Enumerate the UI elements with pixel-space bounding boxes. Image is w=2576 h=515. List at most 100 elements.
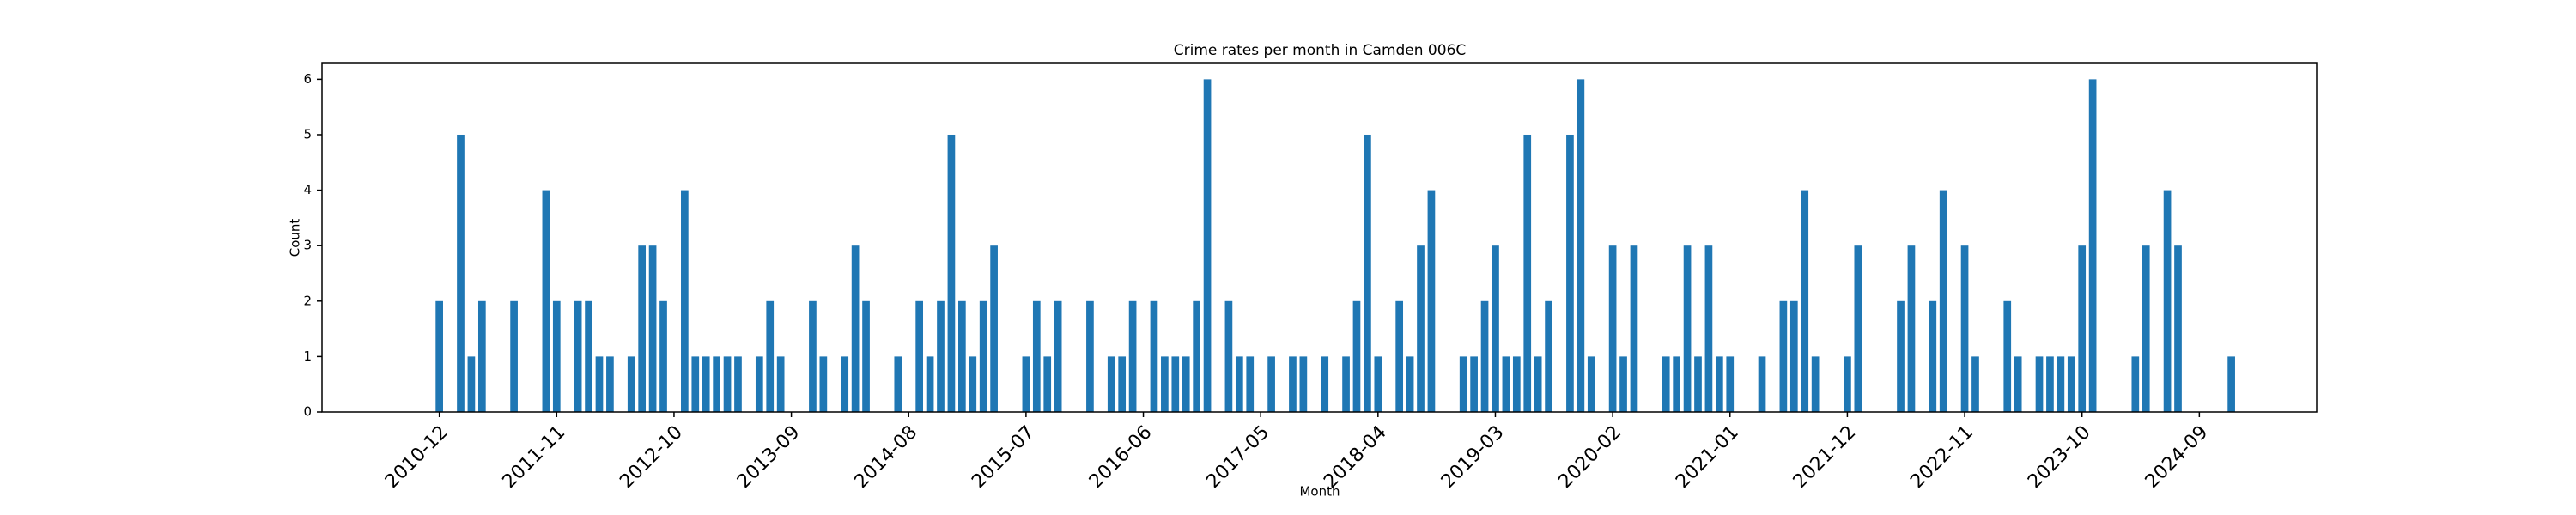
bar: [1193, 300, 1200, 412]
bar: [1171, 356, 1180, 412]
bar: [691, 356, 700, 412]
bar: [990, 245, 998, 412]
bar: [1022, 356, 1030, 412]
bar: [1971, 356, 1979, 412]
bar: [1801, 190, 1809, 413]
bar: [1128, 300, 1137, 412]
bar: [681, 190, 689, 413]
bar: [1470, 356, 1478, 412]
bar: [1758, 356, 1766, 412]
bar: [2088, 79, 2097, 412]
bar: [734, 356, 742, 412]
bar: [1704, 245, 1713, 412]
bar: [1459, 356, 1467, 412]
x-tick-label: 2016-06: [1085, 421, 1157, 493]
x-tick-label: 2021-12: [1789, 421, 1861, 493]
bar: [585, 300, 592, 412]
bar: [1726, 356, 1735, 412]
bar: [1673, 356, 1681, 412]
bar: [2163, 190, 2172, 413]
bar: [606, 356, 614, 412]
bar: [1789, 300, 1798, 412]
bar: [2174, 245, 2182, 412]
bar: [766, 300, 775, 412]
bar: [1683, 245, 1692, 412]
bar: [1587, 356, 1595, 412]
bar: [1374, 356, 1382, 412]
bar: [1235, 356, 1243, 412]
bar: [2067, 356, 2075, 412]
bar: [915, 300, 924, 412]
bar: [1662, 356, 1670, 412]
bar: [1577, 79, 1585, 412]
bar: [1939, 190, 1947, 413]
bar: [1203, 79, 1212, 412]
y-tick-label: 4: [303, 182, 312, 197]
bar: [574, 300, 582, 412]
bar: [819, 356, 828, 412]
bar: [1427, 190, 1436, 413]
bar: [979, 300, 987, 412]
bar: [1608, 245, 1617, 412]
bar: [755, 356, 763, 412]
bar: [659, 300, 667, 412]
bar: [1342, 356, 1350, 412]
bar: [2057, 356, 2065, 412]
bar: [1694, 356, 1702, 412]
bar: [2014, 356, 2022, 412]
x-tick-label: 2023-10: [2024, 421, 2095, 493]
bar: [894, 356, 902, 412]
y-tick-label: 6: [303, 71, 312, 87]
x-tick-label: 2019-03: [1437, 421, 1509, 493]
x-tick-label: 2015-07: [968, 421, 1039, 493]
x-tick-label: 2021-01: [1672, 421, 1743, 493]
bar: [648, 245, 657, 412]
bar: [1492, 245, 1499, 412]
bar: [638, 245, 647, 412]
bar: [1224, 300, 1233, 412]
bar: [1480, 300, 1489, 412]
x-tick-label: 2012-10: [616, 421, 687, 493]
bar: [2131, 356, 2140, 412]
y-axis-label: Count: [288, 219, 303, 258]
y-tick-label: 5: [303, 126, 312, 142]
bar: [1267, 356, 1275, 412]
bar: [1502, 356, 1510, 412]
y-tick-label: 1: [303, 348, 312, 364]
bar: [552, 300, 561, 412]
bar: [1960, 245, 1969, 412]
bar: [467, 356, 476, 412]
bar: [542, 190, 550, 413]
bar: [1289, 356, 1297, 412]
bar: [723, 356, 732, 412]
bar: [841, 356, 849, 412]
bar: [1246, 356, 1255, 412]
x-tick-label: 2020-02: [1554, 421, 1625, 493]
x-axis-label: Month: [1299, 484, 1340, 500]
bar: [1032, 300, 1041, 412]
bar: [1929, 300, 1937, 412]
bar: [1844, 356, 1851, 412]
x-tick-label: 2013-09: [733, 421, 805, 493]
bar: [457, 134, 465, 412]
bar: [1512, 356, 1521, 412]
bar: [1907, 245, 1916, 412]
bar: [435, 300, 443, 412]
bar: [957, 300, 966, 412]
bar: [595, 356, 604, 412]
bar: [1619, 356, 1627, 412]
bar: [1545, 300, 1552, 412]
bar: [627, 356, 635, 412]
bar: [862, 300, 870, 412]
bar: [969, 356, 977, 412]
bar: [477, 300, 486, 412]
y-tick-label: 3: [303, 238, 312, 253]
bar: [1406, 356, 1414, 412]
bar: [1523, 134, 1532, 412]
bar: [1395, 300, 1404, 412]
x-tick-label: 2022-11: [1906, 421, 1978, 493]
bar: [2078, 245, 2087, 412]
chart-title: Crime rates per month in Camden 006C: [1174, 42, 1467, 59]
bar: [1897, 300, 1905, 412]
